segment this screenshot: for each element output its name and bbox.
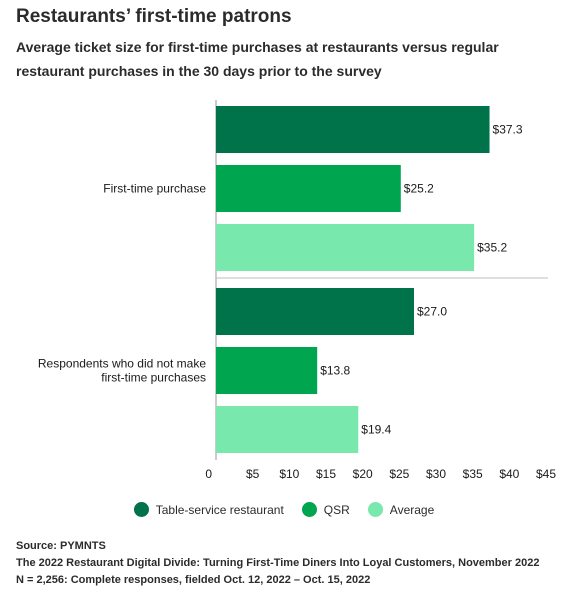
x-tick-label: 0 (205, 467, 212, 481)
source-note: Source: PYMNTS (16, 540, 106, 552)
bar-value-label: $35.2 (477, 241, 507, 255)
sample-note: N = 2,256: Complete responses, fielded O… (16, 574, 371, 586)
bar (216, 288, 414, 335)
x-tick-label: $35 (463, 467, 483, 481)
category-label: First-time purchase (103, 182, 206, 196)
bar (216, 106, 490, 153)
bar-value-label: $27.0 (417, 305, 447, 319)
bar-value-label: $19.4 (361, 423, 391, 437)
legend-label: Table-service restaurant (155, 502, 284, 517)
chart-legend: Table-service restaurant QSR Average (0, 502, 568, 517)
legend-label: QSR (323, 502, 350, 517)
bar-value-label: $13.8 (320, 364, 350, 378)
x-tick-label: $15 (316, 467, 336, 481)
bar-chart: $37.3 $25.2 $35.2 First-time purchase $27.0 $… (38, 100, 556, 481)
x-tick-label: $40 (499, 467, 519, 481)
x-tick-label: $5 (246, 467, 260, 481)
legend-item-qsr: QSR (301, 502, 350, 517)
legend-swatch-icon (367, 502, 383, 517)
x-tick-label: $20 (353, 467, 373, 481)
category-label: Respondents who did not make (38, 357, 206, 371)
report-note: The 2022 Restaurant Digital Divide: Turn… (16, 557, 540, 569)
legend-item-average: Average (367, 502, 435, 517)
bar-value-label: $37.3 (493, 123, 523, 137)
category-label: first-time purchases (101, 371, 206, 385)
chart-title: Restaurants’ first-time patrons (16, 6, 292, 27)
bar (216, 224, 475, 271)
bar-value-label: $25.2 (404, 182, 434, 196)
bar (216, 406, 359, 453)
bar (216, 347, 318, 394)
legend-swatch-icon (301, 502, 317, 517)
x-tick-label: $30 (426, 467, 446, 481)
chart-footer: Source: PYMNTS The 2022 Restaurant Digit… (16, 538, 539, 589)
chart-subtitle: Average ticket size for first-time purch… (16, 39, 499, 79)
bar (216, 165, 401, 212)
legend-item-table-service: Table-service restaurant (133, 502, 284, 517)
legend-swatch-icon (133, 502, 149, 517)
x-tick-label: $10 (279, 467, 299, 481)
x-tick-label: $25 (389, 467, 409, 481)
x-tick-label: $45 (536, 467, 556, 481)
legend-label: Average (389, 502, 435, 517)
